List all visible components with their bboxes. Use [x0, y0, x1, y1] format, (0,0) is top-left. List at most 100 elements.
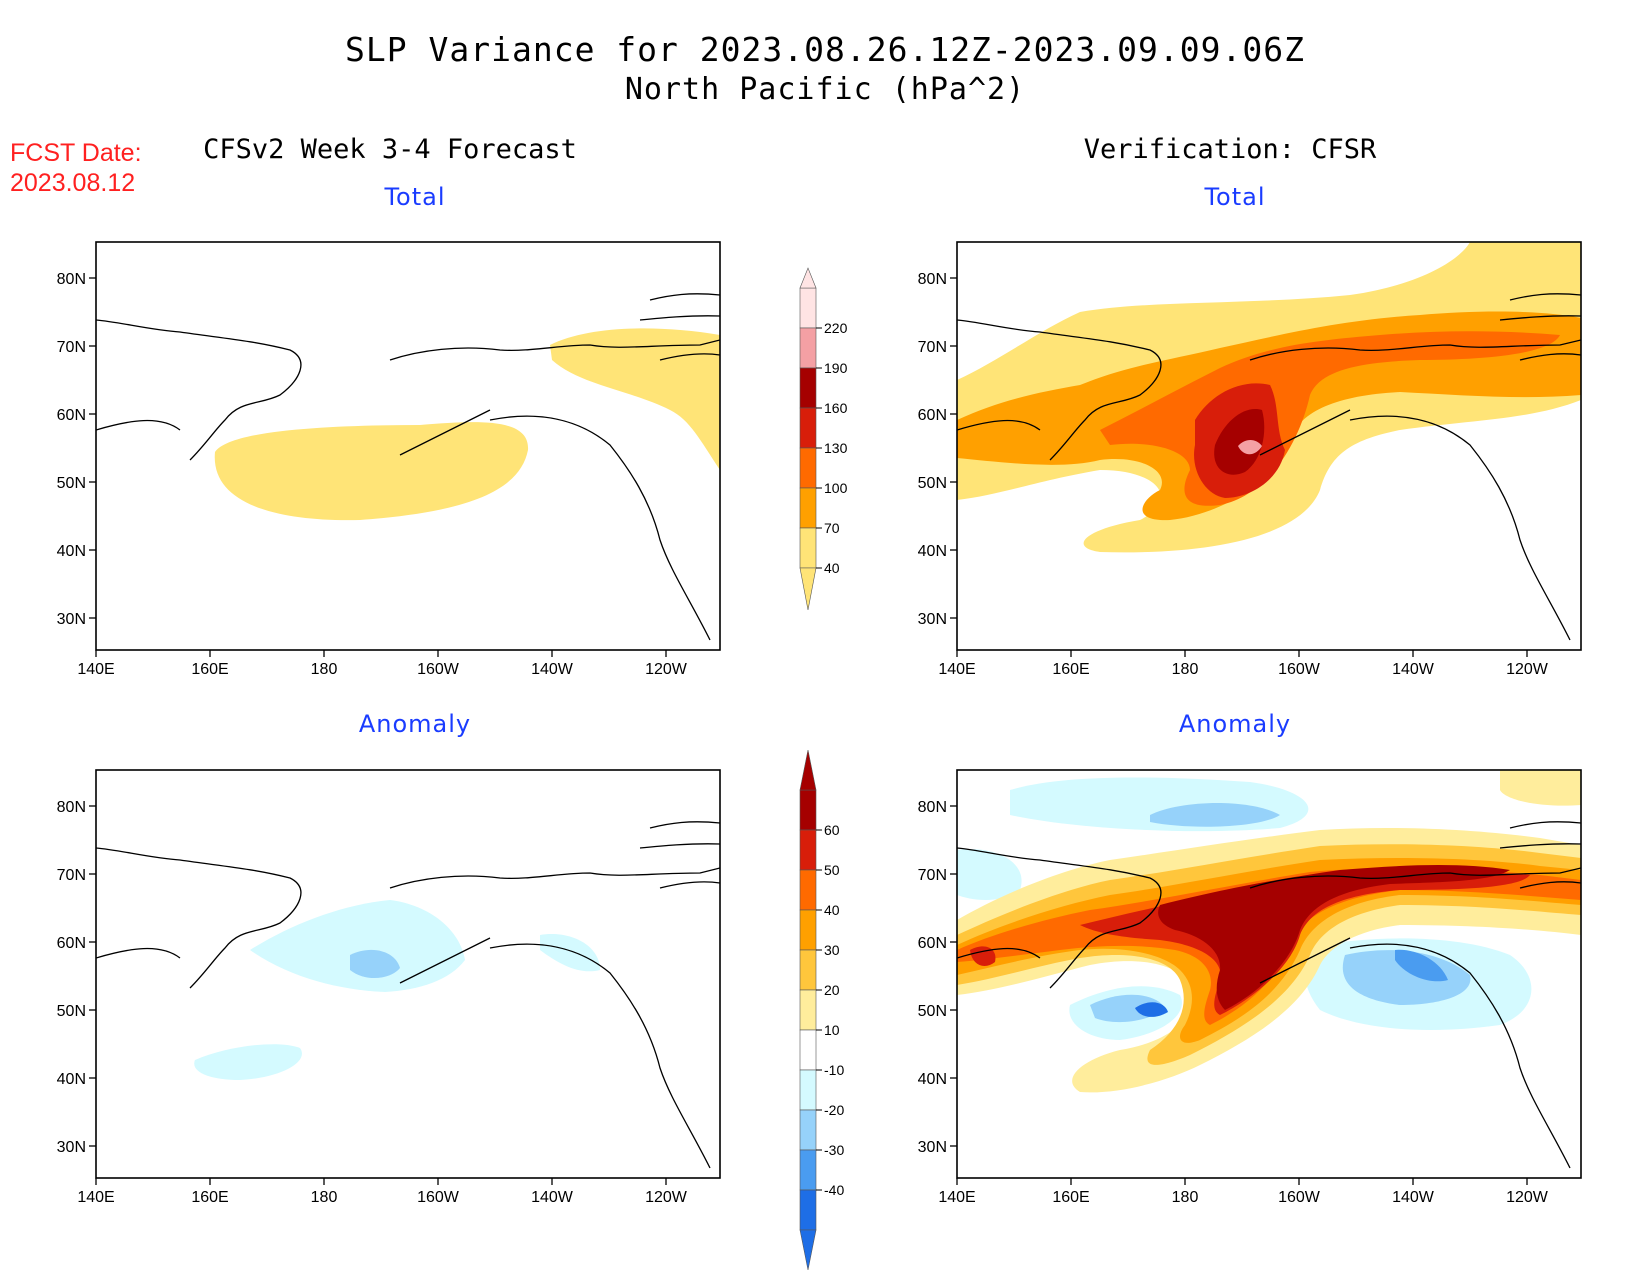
- colorbar-swatch: [799, 1029, 817, 1071]
- colorbar-arrow-top: [799, 267, 817, 289]
- lon-tick-label: 140E: [938, 1189, 975, 1206]
- lon-tick-label: 160W: [417, 1189, 460, 1206]
- lat-tick-label: 50N: [918, 475, 947, 492]
- colorbar-swatch: [799, 789, 817, 831]
- colorbar-arrow-bottom: [799, 567, 817, 611]
- colorbar-swatch: [799, 869, 817, 911]
- colorbar-label: 220: [824, 320, 848, 336]
- lat-tick-label: 40N: [918, 1071, 947, 1088]
- column-title-verification: Verification: CFSR: [1083, 134, 1377, 165]
- column-title-forecast: CFSv2 Week 3-4 Forecast: [203, 134, 577, 165]
- colorbar-total: 220 190 160 130 100 70 40: [799, 267, 848, 611]
- colorbar-swatch: [799, 487, 817, 529]
- lon-tick-label: 140E: [77, 661, 114, 678]
- colorbar-label: 70: [824, 520, 840, 536]
- colorbar-swatch: [799, 407, 817, 449]
- lat-tick-label: 30N: [918, 611, 947, 628]
- lon-tick-label: 160W: [1278, 661, 1321, 678]
- lon-tick-label: 140E: [77, 1189, 114, 1206]
- lat-tick-label: 80N: [57, 799, 86, 816]
- colorbar-anomaly: 60 50 40 30 20 10 -10 -20 -30 -40: [799, 749, 844, 1271]
- lon-tick-label: 120W: [645, 661, 688, 678]
- colorbar-swatch: [799, 949, 817, 991]
- colorbar-swatch: [799, 1069, 817, 1111]
- colorbar-arrow-bottom: [799, 1229, 817, 1271]
- coastlines: [96, 293, 1581, 1169]
- lon-tick-label: 120W: [1506, 1189, 1549, 1206]
- forecast-total-shading: [214, 328, 720, 521]
- frame-verification-anomaly: [956, 769, 1582, 1179]
- lat-tick-label: 50N: [57, 1003, 86, 1020]
- colorbar-label: 40: [824, 902, 840, 918]
- forecast-date-label: FCST Date: 2023.08.12: [10, 138, 142, 198]
- colorbar-swatch: [799, 829, 817, 871]
- frame-verification-total: [956, 241, 1582, 651]
- colorbar-swatch: [799, 909, 817, 951]
- lat-tick-label: 80N: [918, 799, 947, 816]
- frame-forecast-total: [95, 241, 721, 651]
- lon-tick-label: 140W: [1392, 661, 1435, 678]
- lon-tick-label: 120W: [645, 1189, 688, 1206]
- lat-tick-label: 40N: [57, 1071, 86, 1088]
- lon-tick-label: 160E: [191, 661, 228, 678]
- colorbar-label: 130: [824, 440, 848, 456]
- lat-tick-label: 60N: [57, 935, 86, 952]
- lat-tick-label: 70N: [57, 867, 86, 884]
- colorbar-label: 10: [824, 1022, 840, 1038]
- colorbar-label: -40: [824, 1182, 844, 1198]
- panel-title-verification-anomaly: Anomaly: [1178, 710, 1292, 738]
- lat-tick-label: 50N: [57, 475, 86, 492]
- colorbar-swatch: [799, 989, 817, 1031]
- lon-tick-label: 140W: [1392, 1189, 1435, 1206]
- axis-ticks: 140E 160E 180 160W 140W 120W 80N 70N 60N 50N 40N 30…: [57, 271, 1549, 1206]
- colorbar-label: 40: [824, 560, 840, 576]
- colorbar-label: -30: [824, 1142, 844, 1158]
- lon-tick-label: 140W: [531, 1189, 574, 1206]
- fcst-date: 2023.08.12: [10, 169, 136, 197]
- panel-title-forecast-anomaly: Anomaly: [358, 710, 472, 738]
- colorbar-label: 20: [824, 982, 840, 998]
- lat-tick-label: 50N: [918, 1003, 947, 1020]
- colorbar-label: 160: [824, 400, 848, 416]
- lat-tick-label: 70N: [918, 339, 947, 356]
- verification-total-shading: [957, 242, 1581, 553]
- main-subtitle: North Pacific (hPa^2): [624, 72, 1026, 107]
- lat-tick-label: 30N: [57, 1139, 86, 1156]
- lat-tick-label: 30N: [918, 1139, 947, 1156]
- lon-tick-label: 160W: [417, 661, 460, 678]
- colorbar-label: 60: [824, 822, 840, 838]
- colorbar-swatch: [799, 447, 817, 489]
- colorbar-label: 50: [824, 862, 840, 878]
- lon-tick-label: 140W: [531, 661, 574, 678]
- lat-tick-label: 30N: [57, 611, 86, 628]
- lon-tick-label: 180: [1172, 661, 1199, 678]
- colorbar-swatch: [799, 367, 817, 409]
- lat-tick-label: 60N: [57, 407, 86, 424]
- panel-title-verification-total: Total: [1204, 183, 1266, 211]
- lon-tick-label: 180: [1172, 1189, 1199, 1206]
- colorbar-swatch: [799, 287, 817, 329]
- colorbar-swatch: [799, 1149, 817, 1191]
- colorbar-swatch: [799, 527, 817, 569]
- lat-tick-label: 60N: [918, 935, 947, 952]
- verification-anomaly-shading: [957, 770, 1581, 1093]
- lon-tick-label: 160E: [191, 1189, 228, 1206]
- colorbar-label: 30: [824, 942, 840, 958]
- colorbar-label: 190: [824, 360, 848, 376]
- lon-tick-label: 180: [311, 661, 338, 678]
- lat-tick-label: 40N: [57, 543, 86, 560]
- lat-tick-label: 80N: [918, 271, 947, 288]
- lon-tick-label: 180: [311, 1189, 338, 1206]
- lat-tick-label: 70N: [57, 339, 86, 356]
- colorbar-label: -10: [824, 1062, 844, 1078]
- forecast-anomaly-shading: [194, 900, 600, 1080]
- fcst-label: FCST Date:: [10, 139, 142, 167]
- lat-tick-label: 40N: [918, 543, 947, 560]
- colorbar-label: 100: [824, 480, 848, 496]
- colorbar-swatch: [799, 1109, 817, 1151]
- lon-tick-label: 160E: [1052, 1189, 1089, 1206]
- panel-title-forecast-total: Total: [384, 183, 446, 211]
- lat-tick-label: 80N: [57, 271, 86, 288]
- frame-forecast-anomaly: [95, 769, 721, 1179]
